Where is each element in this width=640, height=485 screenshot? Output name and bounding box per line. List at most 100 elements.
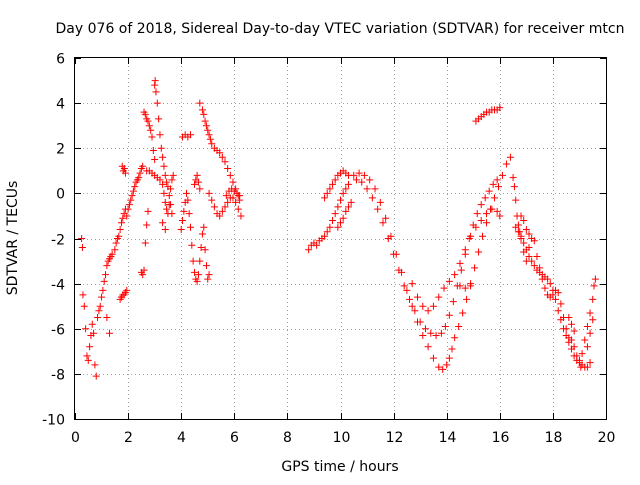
data-point [533, 253, 541, 261]
data-point [575, 356, 583, 364]
plot-frame [74, 57, 607, 420]
data-point [578, 350, 586, 358]
data-point [525, 244, 533, 252]
data-series-s8 [305, 167, 355, 254]
data-point [224, 198, 232, 206]
data-point [432, 332, 440, 340]
data-point [79, 291, 87, 299]
data-point [339, 189, 347, 197]
data-point [96, 302, 104, 310]
data-point [237, 212, 245, 220]
data-point [108, 250, 116, 258]
data-point [583, 363, 591, 371]
data-point [95, 307, 103, 315]
y-tick-label: 0 [56, 187, 65, 203]
data-point [536, 264, 544, 272]
x-tick-label: 20 [598, 430, 616, 446]
data-point [229, 178, 237, 186]
data-series-s4 [143, 167, 177, 233]
x-tick-label: 8 [283, 430, 292, 446]
data-point [111, 246, 119, 254]
y-tick-label: 2 [56, 142, 65, 158]
data-point [201, 117, 209, 125]
data-point [102, 271, 110, 279]
data-point [196, 99, 204, 107]
data-point [179, 216, 187, 224]
data-point [467, 232, 475, 240]
data-point [165, 201, 173, 209]
data-point [570, 343, 578, 351]
data-point [123, 286, 131, 294]
data-point [323, 228, 331, 236]
data-point [123, 212, 131, 220]
data-point [461, 246, 469, 254]
data-point [512, 223, 520, 231]
data-point [194, 271, 202, 279]
data-point [522, 257, 530, 265]
data-point [151, 156, 159, 164]
data-point [483, 210, 491, 218]
data-point [329, 180, 337, 188]
data-point [520, 216, 528, 224]
y-tick-label: -4 [51, 278, 65, 294]
data-point [120, 165, 128, 173]
data-series-s1 [78, 205, 129, 380]
data-point [197, 244, 205, 252]
data-point [477, 201, 485, 209]
data-point [445, 311, 453, 319]
data-point [194, 178, 202, 186]
data-point [451, 334, 459, 342]
data-point [321, 232, 329, 240]
data-point [216, 212, 224, 220]
data-point [517, 232, 525, 240]
data-point [445, 354, 453, 362]
data-point [198, 230, 206, 238]
data-point [135, 174, 143, 182]
data-point [143, 221, 151, 229]
data-point [329, 216, 337, 224]
data-point [204, 126, 212, 134]
data-point [202, 262, 210, 270]
data-point [190, 180, 198, 188]
data-point [483, 219, 491, 227]
y-tick-labels: -10 -8 -6 -4 -2 0 2 4 6 [42, 52, 65, 429]
data-point [591, 275, 599, 283]
x-tick-label: 4 [177, 430, 186, 446]
data-point [374, 205, 382, 213]
data-point [204, 275, 212, 283]
data-point [188, 241, 196, 249]
data-point [390, 250, 398, 258]
data-point [147, 126, 155, 134]
data-point [94, 313, 102, 321]
data-point [419, 302, 427, 310]
data-point [471, 264, 479, 272]
data-point [208, 140, 216, 148]
data-point [161, 198, 169, 206]
data-point [99, 286, 107, 294]
data-point [165, 192, 173, 200]
data-point [103, 262, 111, 270]
data-point [159, 180, 167, 188]
y-axis-label: SDTVAR / TECUs [5, 181, 21, 296]
data-point [193, 171, 201, 179]
x-axis-label: GPS time / hours [281, 459, 398, 475]
data-point [167, 185, 175, 193]
data-point [205, 271, 213, 279]
data-point [562, 325, 570, 333]
data-point [443, 361, 451, 369]
data-point [210, 203, 218, 211]
data-point [82, 325, 90, 333]
data-point [136, 169, 144, 177]
data-point [153, 99, 161, 107]
data-point [441, 322, 449, 330]
data-point [358, 178, 366, 186]
data-point [152, 88, 160, 96]
data-point [581, 336, 589, 344]
data-point [590, 282, 598, 290]
data-point [196, 257, 204, 265]
data-point [424, 307, 432, 315]
data-point [189, 257, 197, 265]
data-point [525, 253, 533, 261]
data-point [144, 117, 152, 125]
data-point [198, 106, 206, 114]
